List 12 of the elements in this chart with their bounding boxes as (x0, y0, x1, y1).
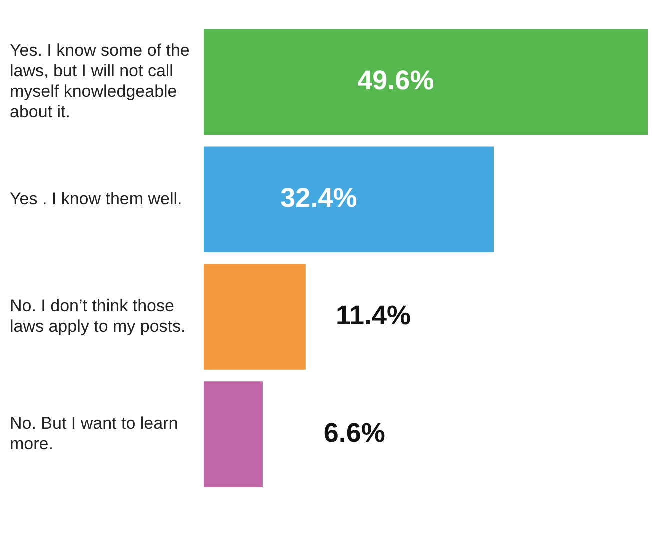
y-tick-label: Yes . I know them well. (10, 189, 182, 208)
y-tick-label: Yes. I know some of the laws, but I will not call myself knowledgeable about it. (10, 41, 190, 122)
data-label: 11.4% (336, 300, 412, 330)
data-label: 6.6% (324, 418, 386, 448)
bar (204, 382, 263, 488)
data-label: 32.4% (280, 183, 358, 214)
bar (204, 264, 306, 370)
bar (204, 29, 648, 135)
data-label: 49.6% (358, 66, 434, 96)
y-tick-label: No. But I want to learn more. (10, 414, 178, 454)
bar (204, 146, 494, 252)
y-tick-label: No. I don’t think those laws apply to my posts. (10, 296, 186, 336)
